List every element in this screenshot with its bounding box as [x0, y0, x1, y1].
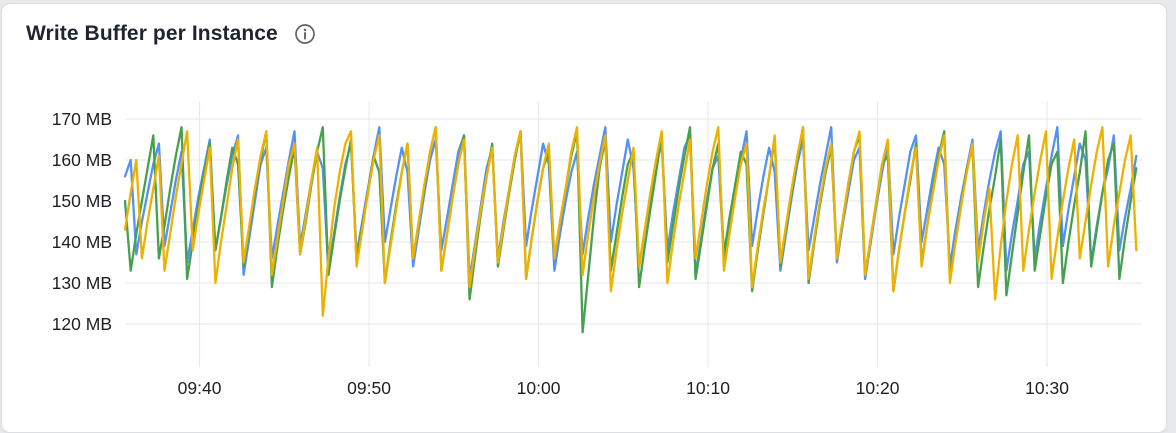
card-title: Write Buffer per Instance: [26, 22, 278, 45]
y-tick-label: 130 MB: [52, 273, 112, 293]
x-tick-label: 10:10: [686, 378, 730, 398]
info-icon[interactable]: [294, 23, 316, 45]
card-header: Write Buffer per Instance: [2, 4, 1166, 46]
y-tick-label: 170 MB: [52, 109, 112, 129]
x-tick-label: 09:40: [178, 378, 222, 398]
y-tick-label: 140 MB: [52, 232, 112, 252]
x-tick-label: 10:30: [1025, 378, 1069, 398]
y-tick-label: 160 MB: [52, 150, 112, 170]
info-icon-glyph: [294, 24, 315, 44]
series-yellow-line: [123, 126, 1138, 317]
x-tick-label: 10:20: [856, 378, 900, 398]
y-tick-label: 150 MB: [52, 191, 112, 211]
x-tick-label: 09:50: [347, 378, 391, 398]
chart-card: Write Buffer per Instance 09:40 09:50 10:0…: [1, 3, 1167, 433]
y-tick-label: 120 MB: [52, 314, 112, 334]
chart-area[interactable]: 09:40 09:50 10:00 10:10 10:20 10:30 170 MB 160 …: [2, 89, 1168, 409]
x-tick-label: 10:00: [517, 378, 561, 398]
line-chart[interactable]: 09:40 09:50 10:00 10:10 10:20 10:30 170 MB 160 …: [2, 89, 1168, 409]
